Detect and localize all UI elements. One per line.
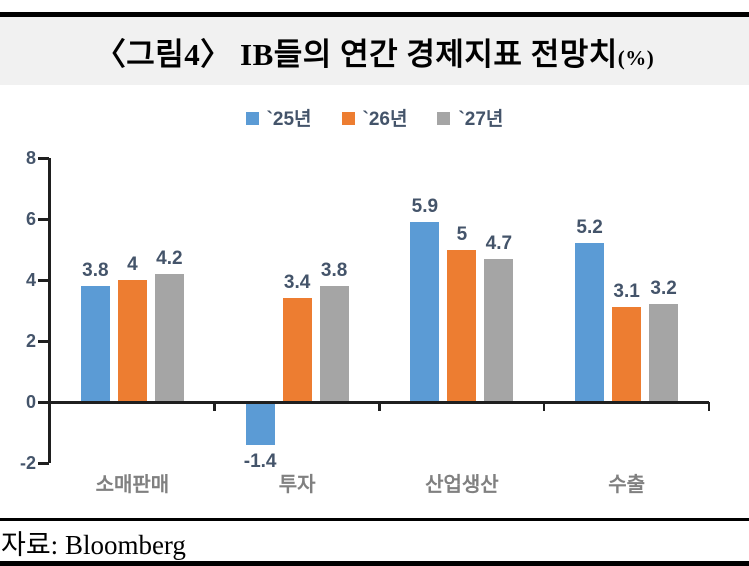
y-axis-tick <box>38 279 49 282</box>
x-axis-tick <box>707 402 710 411</box>
bar-chart-plot: 3.8 4 4.2 소매판매 -1.4 3.4 3.8 투자 5.9 5 4.7 산업생산 5.2 3.1… <box>19 148 710 496</box>
bar <box>484 258 514 402</box>
bar <box>612 307 642 402</box>
bar <box>410 222 440 402</box>
x-axis-tick <box>542 402 546 411</box>
bar <box>245 402 275 445</box>
category-label: 소매판매 <box>95 474 170 496</box>
y-tick-label: -2 <box>19 453 36 473</box>
legend-item-2: `27년 <box>437 104 503 131</box>
bar-value-label: 3.8 <box>320 260 348 282</box>
figure-title-unit: (%) <box>617 45 655 70</box>
source-divider <box>0 518 749 521</box>
category-label: 산업생산 <box>425 474 499 496</box>
x-axis-tick <box>378 402 381 411</box>
bar-value-label: 4 <box>127 254 138 275</box>
top-divider <box>0 12 749 17</box>
legend-item-0: `25년 <box>245 104 312 131</box>
bar <box>447 249 477 402</box>
legend-label: `25년 <box>266 108 312 130</box>
category-label: 투자 <box>278 474 316 496</box>
bar <box>319 286 349 402</box>
source-note: 자료: Bloomberg <box>1 523 186 562</box>
y-tick-label: 4 <box>25 270 36 290</box>
y-axis-tick <box>38 462 49 465</box>
y-tick-label: 6 <box>25 209 36 229</box>
y-tick-label: 0 <box>25 392 36 412</box>
bar-value-label: 5 <box>456 223 468 245</box>
y-axis-line <box>48 158 51 463</box>
legend-swatch-icon <box>245 111 259 125</box>
y-axis-tick <box>38 340 49 343</box>
legend-label: `27년 <box>458 108 504 130</box>
bar-value-label: 3.8 <box>82 260 109 282</box>
bar <box>575 243 605 402</box>
bar-value-label: 3.1 <box>613 281 640 303</box>
bar <box>80 286 110 402</box>
category-label: 수출 <box>608 474 646 496</box>
source-label: 자료: <box>1 530 59 560</box>
legend-item-1: `26년 <box>341 104 408 131</box>
legend-swatch-icon <box>341 111 355 125</box>
legend-swatch-icon <box>437 111 451 125</box>
title-band: 〈그림4〉 IB들의 연간 경제지표 전망치(%) <box>0 17 749 85</box>
bar <box>649 304 679 402</box>
bar-value-label: -1.4 <box>243 450 277 472</box>
bar <box>154 273 184 402</box>
y-tick-label: 8 <box>25 148 36 168</box>
bar-value-label: 5.9 <box>411 196 439 218</box>
bar-value-label: 5.2 <box>576 217 603 239</box>
y-axis-tick <box>38 218 49 221</box>
chart-legend: `25년 `26년 `27년 <box>0 104 749 130</box>
x-axis-tick <box>213 402 216 411</box>
y-axis-tick <box>38 401 49 404</box>
bar-value-label: 3.2 <box>650 278 677 300</box>
bar-value-label: 3.4 <box>283 272 311 294</box>
source-value: Bloomberg <box>64 530 186 560</box>
bar <box>282 298 312 402</box>
legend-label: `26년 <box>362 108 408 130</box>
bar-value-label: 4.7 <box>485 232 513 254</box>
figure-title-text: 〈그림4〉 IB들의 연간 경제지표 전망치 <box>94 36 618 72</box>
bar-value-label: 4.2 <box>156 247 183 269</box>
figure-title: 〈그림4〉 IB들의 연간 경제지표 전망치(%) <box>95 29 655 74</box>
bar <box>117 280 147 402</box>
y-axis-tick <box>38 157 49 160</box>
bottom-divider <box>0 561 749 566</box>
y-tick-label: 2 <box>25 331 36 351</box>
